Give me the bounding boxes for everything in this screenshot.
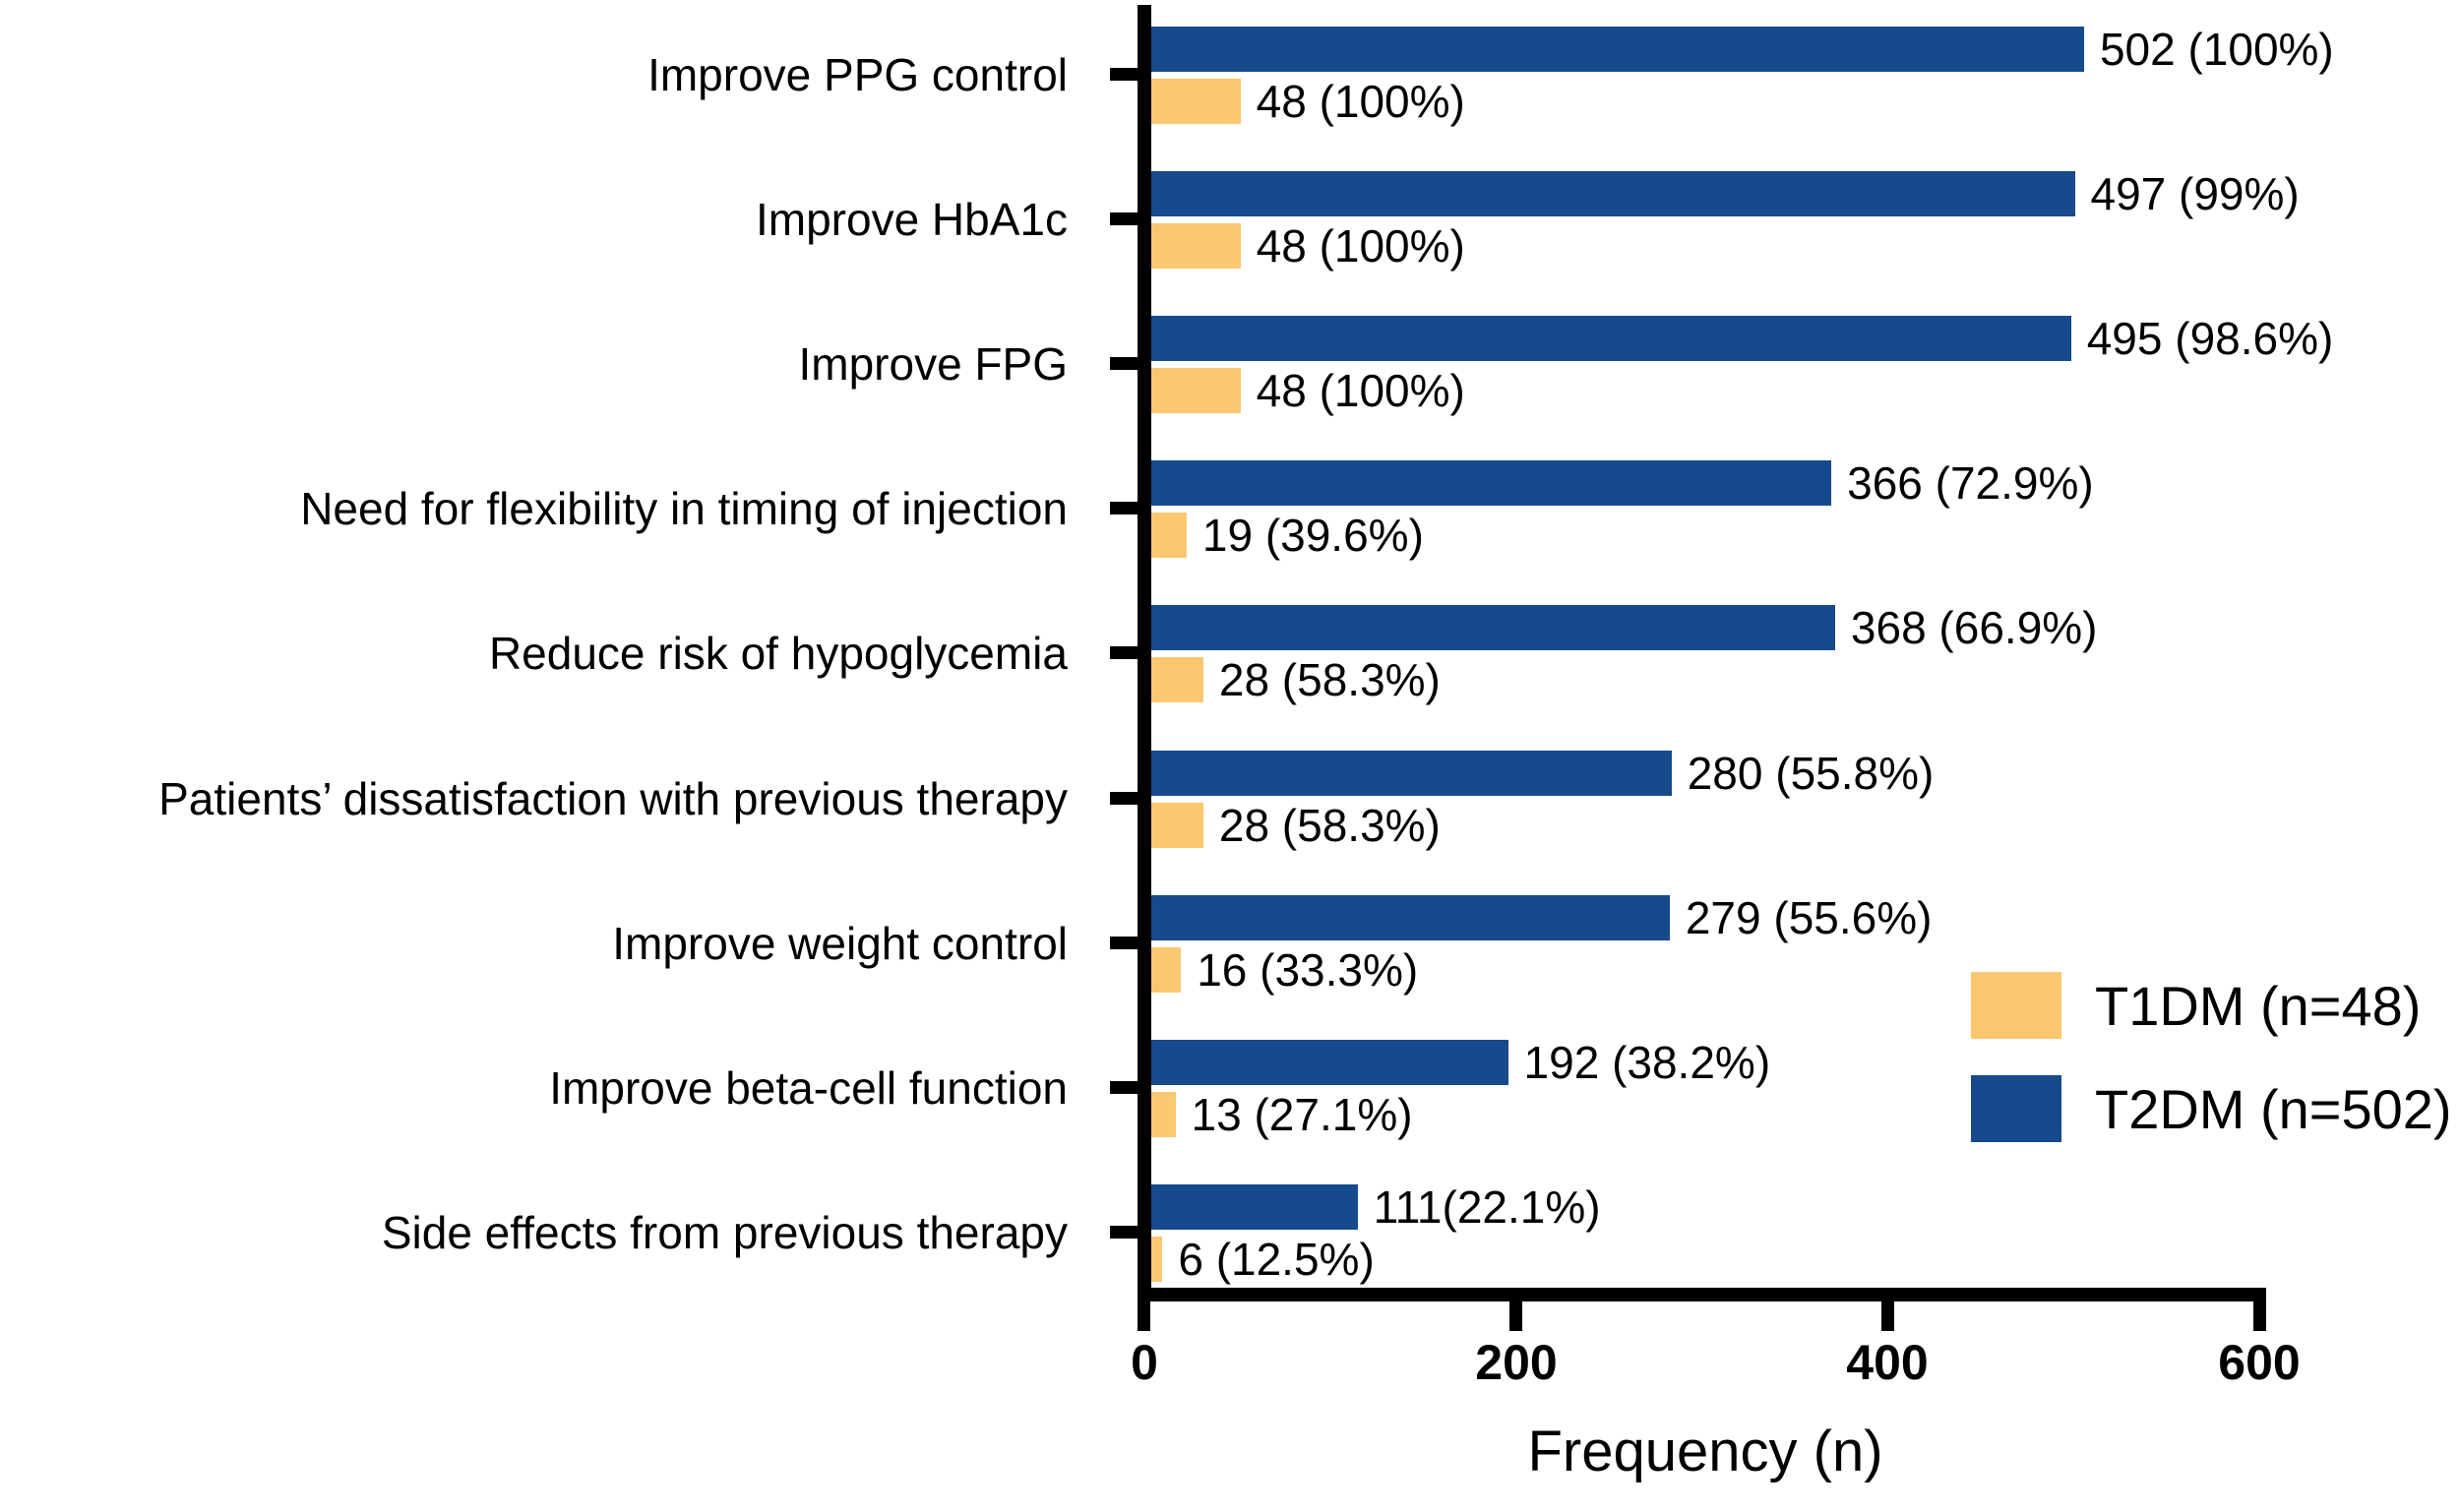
t2dm-bar-value: 192 (38.2%) (1523, 1037, 1771, 1088)
bar-group: 495 (98.6%) 48 (100%) (1151, 313, 2333, 416)
t2dm-bar (1151, 1184, 1358, 1230)
t2dm-bar (1151, 316, 2071, 361)
y-axis-tick (1110, 502, 1144, 514)
t1dm-bar-value: 48 (100%) (1256, 76, 1465, 127)
t1dm-bar (1151, 803, 1203, 848)
category-label: Improve weight control (612, 918, 1068, 969)
y-axis-tick (1110, 357, 1144, 370)
x-axis-tick (1509, 1301, 1522, 1331)
x-tick-label: 400 (1846, 1335, 1929, 1390)
t2dm-bar-value: 280 (55.8%) (1687, 748, 1935, 799)
y-axis-tick (1110, 937, 1144, 949)
legend-label-t2dm: T2DM (n=502) (2095, 1077, 2452, 1140)
t1dm-bar-value: 19 (39.6%) (1201, 510, 1424, 561)
y-axis-tick (1110, 792, 1144, 805)
t1dm-bar-value: 48 (100%) (1256, 365, 1465, 416)
x-axis-tick (1138, 1301, 1150, 1331)
bar-group: 111(22.1%) 6 (12.5%) (1151, 1181, 1601, 1285)
bar-group: 502 (100%) 48 (100%) (1151, 24, 2334, 127)
t1dm-bar-value: 16 (33.3%) (1197, 944, 1419, 996)
legend-label-t1dm: T1DM (n=48) (2095, 974, 2422, 1037)
t2dm-bar-value: 111(22.1%) (1373, 1181, 1601, 1233)
t1dm-bar (1151, 947, 1182, 993)
legend-swatch-t2dm (1971, 1075, 2061, 1142)
t1dm-bar-value: 48 (100%) (1256, 220, 1465, 272)
y-axis-tick (1110, 1081, 1144, 1094)
legend: T1DM (n=48) T2DM (n=502) (1971, 972, 2452, 1142)
x-axis-tick (1881, 1301, 1894, 1331)
category-label: Need for flexibility in timing of inject… (300, 483, 1068, 534)
y-axis-tick (1110, 212, 1144, 225)
x-axis-tick (2253, 1301, 2266, 1331)
t2dm-bar (1151, 460, 1832, 506)
t2dm-bar-value: 495 (98.6%) (2086, 313, 2334, 364)
y-axis-tick (1110, 1226, 1144, 1239)
t2dm-bar (1151, 751, 1672, 796)
t1dm-bar-value: 28 (58.3%) (1218, 800, 1441, 851)
t1dm-bar (1151, 79, 1241, 124)
legend-swatch-t1dm (1971, 972, 2061, 1039)
t1dm-bar-value: 6 (12.5%) (1178, 1234, 1375, 1285)
t2dm-bar-value: 502 (100%) (2099, 24, 2334, 75)
bar-group: 497 (99%) 48 (100%) (1151, 168, 2300, 272)
t2dm-bar (1151, 605, 1835, 650)
category-label: Side effects from previous therapy (381, 1207, 1068, 1258)
t1dm-bar-value: 28 (58.3%) (1218, 654, 1441, 705)
t2dm-bar (1151, 27, 2084, 72)
category-label: Improve FPG (798, 338, 1068, 390)
legend-item-t1dm: T1DM (n=48) (1971, 972, 2452, 1039)
t1dm-bar (1151, 1237, 1163, 1282)
x-tick-label: 0 (1131, 1335, 1158, 1390)
t2dm-bar-value: 368 (66.9%) (1850, 602, 2098, 653)
legend-item-t2dm: T2DM (n=502) (1971, 1075, 2452, 1142)
t2dm-bar (1151, 895, 1670, 940)
t2dm-bar-value: 366 (72.9%) (1847, 457, 2094, 509)
x-tick-label: 600 (2218, 1335, 2301, 1390)
t1dm-bar (1151, 223, 1241, 269)
y-axis-line (1138, 5, 1151, 1301)
bar-group: 368 (66.9%) 28 (58.3%) (1151, 602, 2098, 705)
x-axis-line (1138, 1288, 2266, 1301)
bar-group: 280 (55.8%) 28 (58.3%) (1151, 748, 1934, 851)
t1dm-bar (1151, 657, 1203, 702)
t2dm-bar (1151, 1040, 1508, 1085)
t1dm-bar (1151, 1092, 1176, 1137)
x-tick-label: 200 (1475, 1335, 1558, 1390)
y-axis-tick (1110, 68, 1144, 81)
bar-group: 192 (38.2%) 13 (27.1%) (1151, 1037, 1770, 1140)
category-label: Improve beta-cell function (549, 1062, 1068, 1114)
bar-group: 366 (72.9%) 19 (39.6%) (1151, 457, 2094, 561)
y-axis-tick (1110, 646, 1144, 659)
category-label: Improve PPG control (647, 49, 1068, 100)
t2dm-bar-value: 279 (55.6%) (1685, 892, 1933, 943)
category-label: Improve HbA1c (755, 194, 1068, 245)
category-label: Patients’ dissatisfaction with previous … (158, 773, 1068, 824)
t1dm-bar (1151, 368, 1241, 413)
category-label: Reduce risk of hypoglycemia (488, 628, 1068, 679)
t1dm-bar (1151, 513, 1187, 558)
t2dm-bar-value: 497 (99%) (2090, 168, 2300, 219)
t1dm-bar-value: 13 (27.1%) (1191, 1089, 1413, 1140)
t2dm-bar (1151, 171, 2075, 216)
bar-group: 279 (55.6%) 16 (33.3%) (1151, 892, 1932, 996)
x-axis-label: Frequency (n) (1527, 1420, 1883, 1483)
